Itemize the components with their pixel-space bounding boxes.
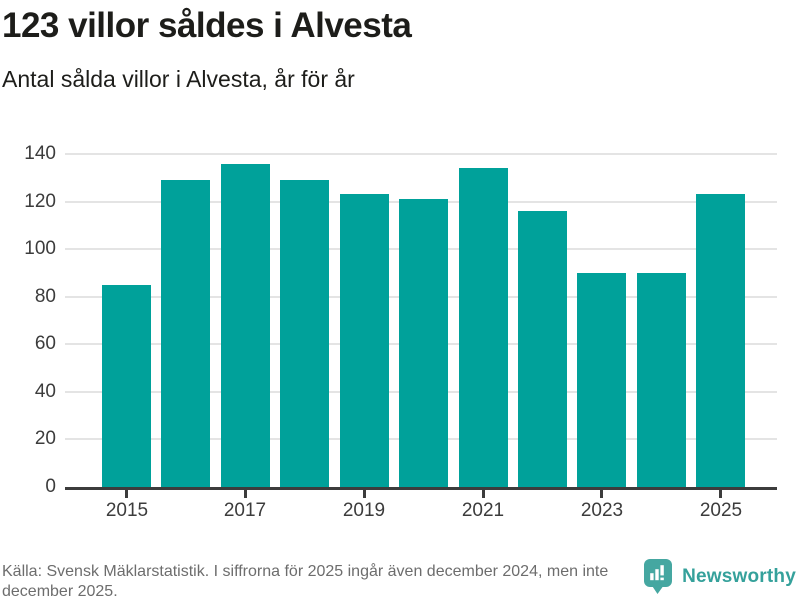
x-tick-label-2023: 2023 bbox=[580, 500, 624, 521]
x-tick-2015 bbox=[125, 490, 128, 498]
x-tick-2025 bbox=[719, 490, 722, 498]
page-title: 123 villor såldes i Alvesta bbox=[2, 6, 412, 45]
newsworthy-wordmark: Newsworthy bbox=[682, 565, 796, 587]
bar-2016 bbox=[161, 180, 210, 487]
gridline-y-140 bbox=[65, 153, 777, 155]
y-tick-label-80: 80 bbox=[34, 286, 56, 307]
y-tick-label-60: 60 bbox=[34, 333, 56, 354]
bar-2024 bbox=[637, 273, 686, 487]
x-tick-label-2021: 2021 bbox=[461, 500, 505, 521]
bar-2021 bbox=[459, 168, 508, 487]
x-tick-2019 bbox=[363, 490, 366, 498]
newsworthy-logo: Newsworthy bbox=[643, 558, 796, 595]
bar-2017 bbox=[221, 164, 270, 487]
x-tick-2023 bbox=[600, 490, 603, 498]
bar-2020 bbox=[399, 199, 448, 487]
bar-2019 bbox=[340, 194, 389, 487]
x-tick-label-2015: 2015 bbox=[105, 500, 149, 521]
y-tick-label-20: 20 bbox=[34, 428, 56, 449]
bar-2025 bbox=[696, 194, 745, 487]
x-axis-line bbox=[65, 487, 777, 490]
source-note: Källa: Svensk Mäklarstatistik. I siffror… bbox=[2, 563, 609, 600]
chart-subtitle: Antal sålda villor i Alvesta, år för år bbox=[2, 66, 355, 92]
y-tick-label-120: 120 bbox=[24, 191, 56, 212]
bar-2023 bbox=[577, 273, 626, 487]
x-tick-label-2025: 2025 bbox=[699, 500, 743, 521]
x-tick-2021 bbox=[482, 490, 485, 498]
bar-2022 bbox=[518, 211, 567, 487]
bar-2018 bbox=[280, 180, 329, 487]
y-tick-label-100: 100 bbox=[24, 238, 56, 259]
y-tick-label-140: 140 bbox=[24, 143, 56, 164]
x-tick-2017 bbox=[244, 490, 247, 498]
newsworthy-bubble-chart-icon bbox=[643, 558, 674, 595]
x-tick-label-2019: 2019 bbox=[342, 500, 386, 521]
x-tick-label-2017: 2017 bbox=[223, 500, 267, 521]
bar-2015 bbox=[102, 285, 151, 487]
plot-area bbox=[65, 153, 777, 487]
y-tick-label-0: 0 bbox=[45, 476, 56, 497]
y-tick-label-40: 40 bbox=[34, 381, 56, 402]
